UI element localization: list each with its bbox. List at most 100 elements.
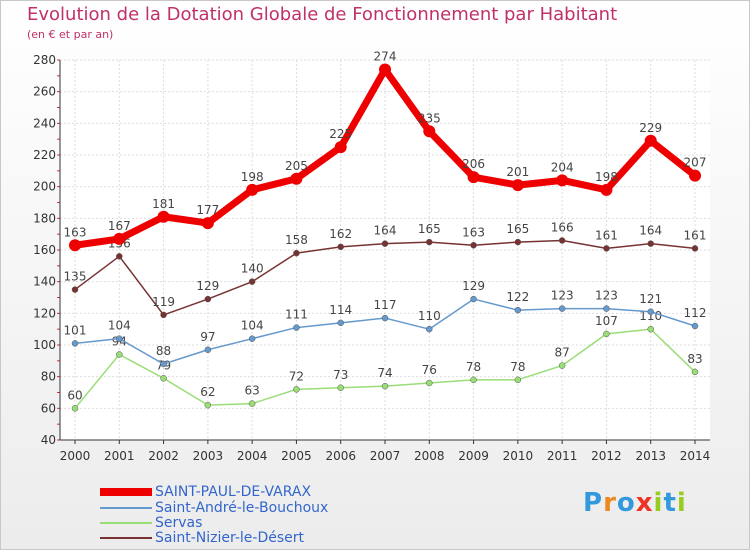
data-label: 114 [329, 303, 352, 317]
data-point [558, 305, 566, 312]
data-label: 161 [684, 228, 707, 242]
data-label: 60 [67, 388, 82, 402]
data-point [381, 240, 389, 247]
data-point [647, 325, 654, 333]
data-point [71, 286, 79, 293]
data-point [426, 325, 433, 333]
data-point [116, 351, 123, 358]
y-tick-label: 140 [33, 275, 56, 289]
data-label: 163 [462, 225, 485, 239]
data-label: 158 [285, 233, 308, 247]
logo-letter: i [653, 488, 664, 518]
x-tick-label: 2005 [281, 449, 312, 463]
data-point [470, 295, 477, 303]
logo-letter: r [603, 488, 617, 518]
data-label: 198 [241, 170, 264, 184]
data-label: 107 [595, 314, 618, 328]
data-point [201, 217, 214, 230]
data-point [514, 238, 522, 246]
line-chart: 40 60 80 100 120 140 160 180 200 220 240 260 280 2000… [33, 50, 711, 464]
data-point [556, 174, 569, 187]
data-label: 101 [64, 323, 87, 337]
x-tick-label: 2004 [237, 449, 268, 463]
y-tick-label: 280 [33, 53, 56, 67]
data-label: 123 [595, 289, 618, 303]
data-label: 204 [551, 160, 574, 174]
data-point [337, 243, 344, 251]
legend-swatch [100, 537, 152, 539]
data-label: 135 [64, 270, 87, 284]
data-label: 123 [551, 289, 574, 303]
data-point [379, 63, 391, 76]
data-label: 112 [684, 306, 707, 320]
data-point [248, 278, 256, 285]
x-tick-label: 2013 [635, 449, 666, 463]
y-tick-label: 220 [33, 148, 56, 162]
x-tick-label: 2007 [370, 449, 401, 463]
data-point [691, 245, 699, 252]
data-label: 78 [510, 360, 525, 374]
chart-subtitle: (en € et par an) [27, 28, 114, 41]
y-tick-label: 180 [33, 211, 56, 225]
data-point [558, 362, 566, 369]
data-label: 87 [555, 346, 570, 360]
data-point [157, 210, 170, 223]
data-label: 165 [418, 222, 441, 236]
x-tick-label: 2010 [503, 449, 534, 463]
data-label: 129 [196, 279, 219, 293]
y-tick-label: 260 [33, 85, 56, 99]
data-point [293, 324, 300, 331]
y-tick-label: 120 [33, 306, 56, 320]
legend-label: Servas [155, 515, 203, 531]
data-label: 88 [156, 344, 171, 358]
data-point [334, 141, 347, 154]
data-point [689, 169, 701, 182]
data-label: 164 [639, 224, 662, 238]
data-label: 83 [687, 352, 702, 366]
data-label: 122 [506, 290, 529, 304]
data-label: 206 [462, 157, 485, 171]
data-label: 117 [374, 298, 397, 312]
data-point [160, 360, 167, 368]
data-point [204, 295, 212, 303]
data-point [290, 172, 303, 185]
data-label: 167 [108, 219, 131, 233]
data-label: 229 [639, 121, 662, 135]
y-tick-label: 160 [33, 243, 56, 257]
data-point [426, 379, 433, 387]
data-point [511, 179, 524, 192]
data-point [381, 382, 389, 390]
x-tick-label: 2008 [414, 449, 445, 463]
logo-letter: i [676, 488, 687, 518]
x-tick-label: 2014 [680, 449, 711, 463]
data-label: 274 [374, 50, 397, 64]
data-label: 110 [639, 309, 662, 323]
x-tick-label: 2009 [458, 449, 489, 463]
chart-title: Evolution de la Dotation Globale de Fonc… [27, 4, 618, 25]
data-point [116, 253, 123, 260]
data-label: 166 [551, 221, 574, 235]
data-label: 74 [377, 366, 392, 380]
x-tick-label: 2002 [148, 449, 179, 463]
data-label: 62 [200, 385, 215, 399]
data-label: 111 [285, 308, 308, 322]
data-point [71, 405, 79, 412]
data-label: 76 [422, 363, 437, 377]
data-point [423, 125, 436, 138]
data-label: 207 [684, 156, 707, 170]
data-label: 161 [595, 228, 618, 242]
data-label: 110 [418, 309, 441, 323]
x-tick-label: 2011 [547, 449, 578, 463]
data-point [514, 376, 522, 384]
legend-swatch [100, 507, 152, 509]
data-point [71, 340, 79, 347]
y-tick-label: 240 [33, 116, 56, 130]
x-tick-label: 2000 [60, 449, 91, 463]
data-point [113, 232, 126, 245]
data-point [647, 308, 654, 315]
data-label: 72 [289, 369, 304, 383]
data-point [467, 171, 480, 184]
data-point [160, 375, 167, 382]
data-point [603, 330, 610, 338]
data-point [248, 335, 256, 342]
